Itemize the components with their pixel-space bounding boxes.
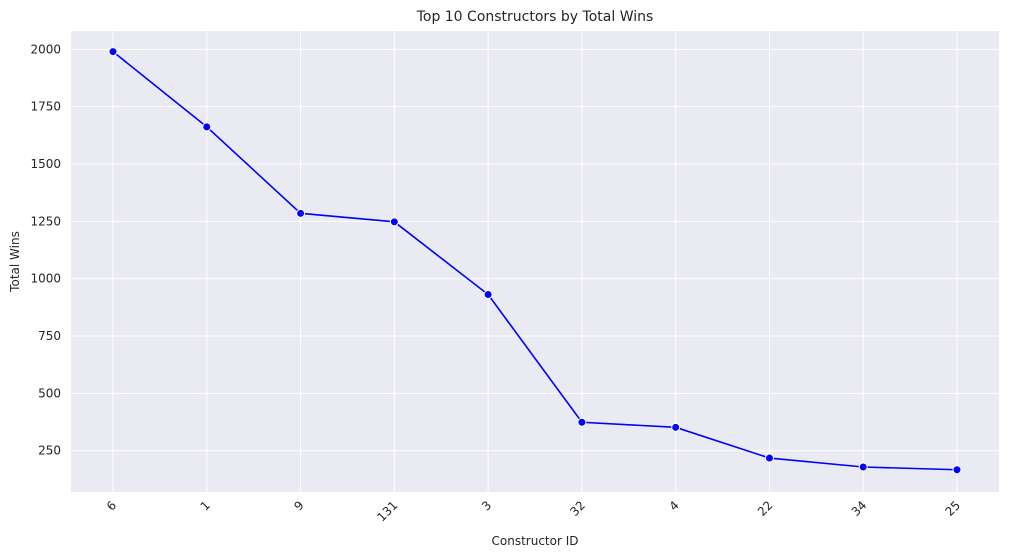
x-tick-label: 9 [291,498,306,513]
data-point [764,453,774,463]
y-tick-label: 1250 [30,214,61,228]
x-axis-title: Constructor ID [492,534,579,548]
y-tick-label: 2000 [30,42,61,56]
data-point [389,217,399,227]
data-point [296,208,306,218]
chart-title: Top 10 Constructors by Total Wins [416,9,654,25]
x-tick-label: 1 [198,498,213,513]
x-tick-label: 6 [104,498,119,513]
y-tick-label: 250 [38,444,61,458]
x-tick-label: 4 [666,498,681,513]
x-tick-label: 131 [374,498,400,524]
data-point [483,290,493,300]
data-point [952,465,962,475]
y-tick-label: 1750 [30,100,61,114]
data-point [202,122,212,132]
y-tick-label: 1000 [30,272,61,286]
series-markers [108,47,962,475]
data-point [671,422,681,432]
y-tick-label: 750 [38,329,61,343]
x-tick-label: 22 [755,498,776,519]
x-tick-label: 3 [479,498,494,513]
data-point [577,417,587,427]
data-point [108,47,118,57]
y-axis-ticks: 250 500 750 1000 1250 1500 1750 2000 [30,42,61,457]
x-tick-label: 34 [849,498,870,519]
plot-area [71,31,999,492]
x-tick-label: 32 [567,498,588,519]
grid-lines [71,31,999,492]
series-line [112,51,958,471]
x-tick-label: 25 [942,498,963,519]
y-axis-title: Total Wins [8,231,22,293]
y-tick-label: 500 [38,386,61,400]
y-tick-label: 1500 [30,157,61,171]
x-axis-ticks: 6 1 9 131 3 32 4 22 34 25 [104,498,963,524]
data-point [858,462,868,472]
